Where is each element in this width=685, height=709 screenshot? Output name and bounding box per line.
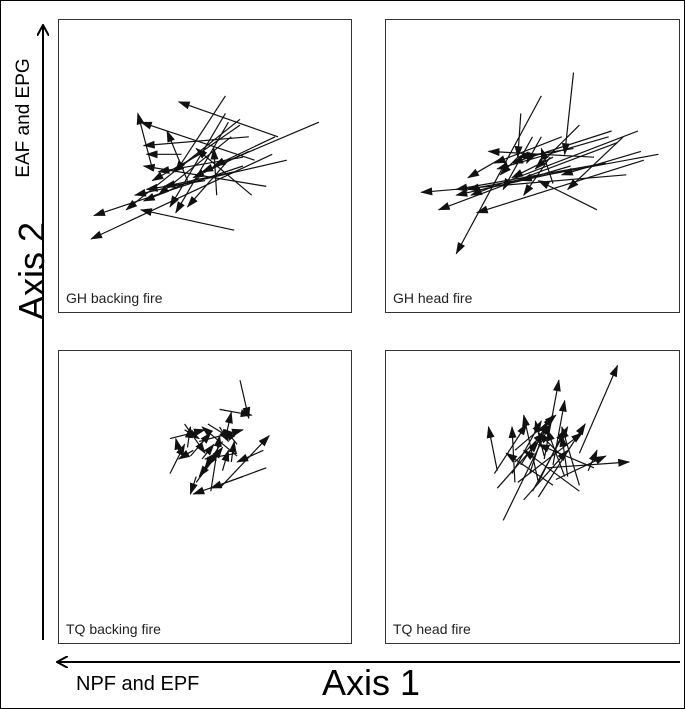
vector-arrow xyxy=(195,446,224,483)
vector-arrow xyxy=(186,159,229,208)
vector-arrow xyxy=(169,443,186,474)
vector-arrow xyxy=(470,130,639,196)
vector-arrow xyxy=(219,408,253,418)
vector-arrow xyxy=(204,441,223,469)
vector-arrow xyxy=(239,380,251,420)
vector-arrow xyxy=(534,124,580,170)
vector-arrow xyxy=(522,449,580,492)
vector-arrow xyxy=(177,101,279,138)
vector-arrow xyxy=(219,426,229,443)
vector-arrow xyxy=(139,208,235,231)
axis2-label: Axis 2 xyxy=(11,221,52,321)
vector-arrow xyxy=(210,147,219,196)
vector-arrow xyxy=(537,443,595,469)
vector-arrow xyxy=(177,449,194,460)
panel-gh-backing-fire: GH backing fire xyxy=(58,19,352,313)
vector-arrow xyxy=(511,156,554,179)
vector-arrow xyxy=(210,434,222,492)
vector-arrow xyxy=(174,437,183,451)
vector-plot xyxy=(90,95,320,240)
vector-arrow xyxy=(201,443,215,460)
vector-plot xyxy=(486,364,631,521)
vector-arrow xyxy=(487,148,595,158)
vector-arrow xyxy=(219,434,270,489)
axis1-label: Axis 1 xyxy=(322,662,421,703)
vector-arrow xyxy=(475,159,644,214)
vector-arrow xyxy=(578,364,619,454)
vector-arrow xyxy=(90,153,273,240)
vector-arrow xyxy=(537,428,566,483)
vector-arrow xyxy=(455,95,542,255)
vector-arrow xyxy=(493,423,528,474)
vector-arrow xyxy=(166,130,189,181)
vector-arrow xyxy=(517,432,584,483)
vector-arrow xyxy=(163,171,235,189)
vector-arrow xyxy=(142,136,249,149)
vector-arrow xyxy=(523,449,569,501)
vector-arrow xyxy=(561,72,575,156)
vector-arrow xyxy=(201,121,320,173)
vector-arrow xyxy=(537,180,598,211)
vector-plot xyxy=(420,72,659,255)
vector-arrow xyxy=(221,449,230,471)
vector-arrow xyxy=(587,449,598,471)
panel-label: TQ head fire xyxy=(393,621,471,637)
vector-arrow xyxy=(486,425,498,471)
vector-arrow xyxy=(493,136,563,164)
vector-arrow xyxy=(175,121,229,214)
panel-label: GH backing fire xyxy=(66,290,163,306)
vector-arrow xyxy=(145,180,206,192)
vector-arrow xyxy=(212,136,276,167)
vector-arrow xyxy=(195,147,253,196)
vector-arrow xyxy=(169,113,226,208)
vector-arrow xyxy=(467,156,504,179)
vector-arrow xyxy=(136,112,153,170)
vector-arrow xyxy=(505,452,554,486)
vector-arrow xyxy=(157,156,244,174)
vector-plot xyxy=(169,380,270,496)
panel-label: TQ backing fire xyxy=(66,621,161,637)
panel-tq-head-fire: TQ head fire xyxy=(385,350,680,644)
panel-gh-head-fire: GH head fire xyxy=(385,19,680,313)
vector-arrow xyxy=(189,476,198,496)
vector-arrow xyxy=(537,432,563,457)
axis1-negative-label: NPF and EPF xyxy=(76,673,200,695)
vector-arrow xyxy=(566,136,624,191)
vector-arrow xyxy=(184,423,206,455)
panel-tq-backing-fire: TQ backing fire xyxy=(58,350,352,644)
vector-arrow xyxy=(228,440,237,463)
panel-label: GH head fire xyxy=(393,290,473,306)
vector-arrow xyxy=(560,150,642,176)
vector-arrow xyxy=(175,95,226,173)
vector-arrow xyxy=(496,136,609,170)
vector-arrow xyxy=(511,420,542,474)
vector-arrow xyxy=(526,136,542,164)
vector-arrow xyxy=(192,476,244,495)
vector-arrow xyxy=(508,425,517,483)
vector-arrow xyxy=(236,449,264,463)
vector-arrow xyxy=(455,162,606,192)
vector-arrow xyxy=(142,177,200,202)
axis2-positive-label: EAF and EPG xyxy=(13,58,34,178)
vector-arrow xyxy=(514,113,523,159)
vector-arrow xyxy=(555,455,607,481)
vector-arrow xyxy=(522,414,539,483)
vector-arrow xyxy=(559,434,569,477)
